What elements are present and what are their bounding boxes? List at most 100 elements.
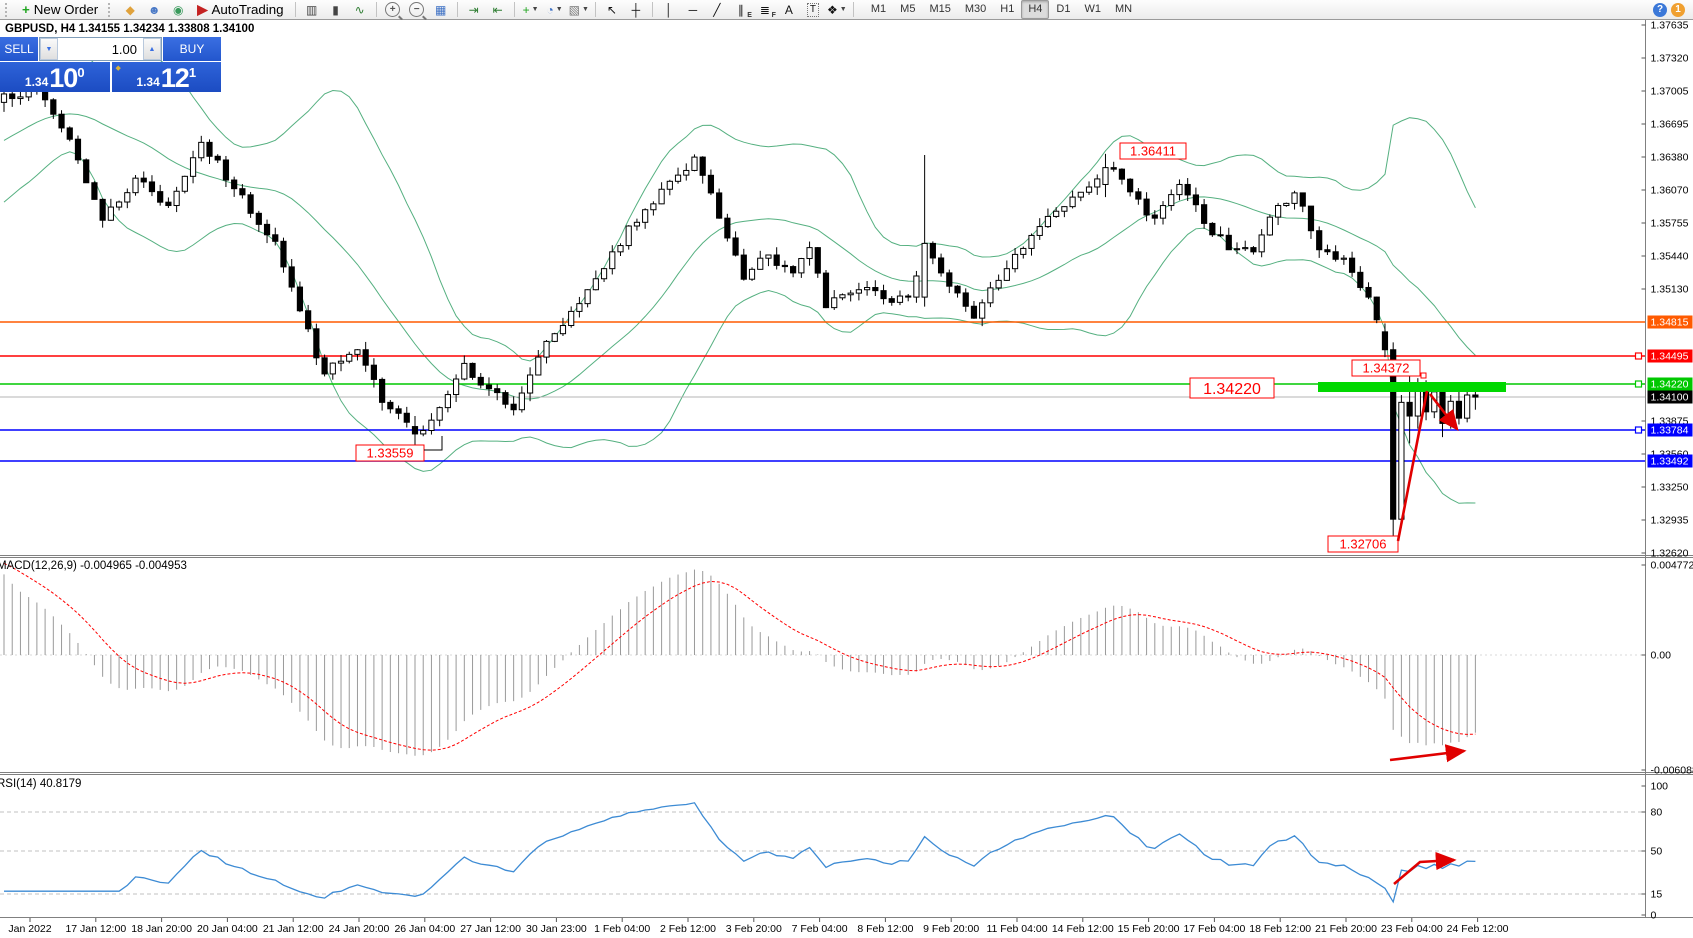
macd-tick-label: 0.004772 xyxy=(1651,560,1693,572)
trend-arrow xyxy=(1393,851,1457,885)
autotrading-button[interactable]: ▶ AutoTrading xyxy=(190,1,290,18)
time-tick-label: 7 Feb 04:00 xyxy=(792,923,848,935)
tile-windows-icon[interactable]: ▦ xyxy=(429,0,453,19)
timeframe-button-W1[interactable]: W1 xyxy=(1084,3,1101,15)
time-tick-label: 17 Feb 04:00 xyxy=(1183,923,1245,935)
templates-icon[interactable]: ▧ ▼ xyxy=(567,0,591,19)
annotation-label[interactable]: 1.34220 xyxy=(1189,377,1275,399)
equidistant-channel-icon[interactable]: ∥ E xyxy=(737,2,752,20)
auto-scroll-icon: ⇥ xyxy=(468,2,479,17)
trend-arrow xyxy=(1389,744,1467,763)
buy-price-display[interactable]: ◆ 1.34 12 1 xyxy=(111,62,221,92)
vertical-line-icon[interactable]: │ xyxy=(657,0,681,19)
line-chart-icon[interactable]: ∿ xyxy=(348,0,372,19)
price-tick-label: 1.37635 xyxy=(1651,20,1689,32)
timeframe-button-D1[interactable]: D1 xyxy=(1056,3,1071,15)
volume-increase-button[interactable]: ▲ xyxy=(143,38,161,60)
new-order-button-label: New Order xyxy=(33,2,99,17)
time-tick-label: 27 Jan 12:00 xyxy=(460,923,521,935)
price-tick-label: 1.35130 xyxy=(1651,284,1689,296)
horizontal-line-icon[interactable]: ─ xyxy=(681,0,705,19)
profiles-icon[interactable]: ☻ xyxy=(142,0,166,19)
new-chart-icon[interactable]: + ▼ xyxy=(519,0,543,19)
price-tick-label: 1.35440 xyxy=(1651,251,1689,263)
volume-value[interactable]: 1.00 xyxy=(111,41,137,57)
zoom-in-icon[interactable]: + xyxy=(381,0,405,19)
time-tick-label: 11 Feb 04:00 xyxy=(986,923,1047,935)
volume-decrease-button[interactable]: ▼ xyxy=(40,38,58,60)
time-axis[interactable]: Jan 2022 17 Jan 12:00 18 Jan 20:00 20 Jan 0… xyxy=(8,918,1509,935)
timeframe-button-H1[interactable]: H1 xyxy=(1000,3,1015,15)
alerts-icon[interactable]: ◉ xyxy=(166,0,190,19)
timeframe-button-MN[interactable]: MN xyxy=(1114,3,1133,15)
alerts-icon: ◉ xyxy=(172,2,184,17)
toolbar-separator xyxy=(294,2,296,17)
buy-price-base: 1.34 xyxy=(136,75,160,89)
timeframe-button-M5[interactable]: M5 xyxy=(900,3,916,15)
bollinger-middle-band xyxy=(3,113,1476,400)
annotations: 1.36411 1.34372 1.34220 1.33559 1.32706 xyxy=(355,142,1427,553)
rsi-pane[interactable] xyxy=(0,775,1645,916)
macd-indicator-label: MACD(12,26,9) -0.004965 -0.004953 xyxy=(0,560,187,572)
level-price-label: 1.34220 xyxy=(1651,379,1689,391)
price-tick-label: 1.32620 xyxy=(1651,548,1689,560)
auto-scroll-icon[interactable]: ⇥ xyxy=(462,0,486,19)
toolbar-separator xyxy=(375,2,377,17)
buy-button[interactable]: BUY xyxy=(163,37,221,61)
sell-price-display[interactable]: 1.34 10 0 xyxy=(0,62,110,92)
styles-icon[interactable]: ◆ xyxy=(118,0,142,19)
rsi-line xyxy=(4,802,1476,904)
time-tick-label: 18 Feb 12:00 xyxy=(1249,923,1311,935)
notifications-icon[interactable]: 1 xyxy=(1671,2,1685,17)
sell-button[interactable]: SELL xyxy=(0,37,38,61)
timeframe-button-M1[interactable]: M1 xyxy=(870,3,887,15)
annotation-label[interactable]: 1.34372 xyxy=(1351,359,1427,379)
cursor-icon[interactable]: ↖ xyxy=(600,0,624,19)
main-chart-pane[interactable] xyxy=(0,20,1645,556)
macd-pane[interactable] xyxy=(0,558,1645,772)
candlestick-chart-icon: ▮ xyxy=(332,2,339,17)
text-icon[interactable]: A xyxy=(777,0,801,19)
zoom-out-icon[interactable]: − xyxy=(405,0,429,19)
toolbar-separator xyxy=(651,2,653,17)
chart-periods-icon[interactable]: ◔ ▼ xyxy=(543,0,567,19)
price-tick-label: 1.32935 xyxy=(1651,515,1689,527)
candlestick-chart-icon[interactable]: ▮ xyxy=(324,0,348,19)
timeframe-button-H4[interactable]: H4 xyxy=(1021,0,1050,19)
arrows-icon[interactable]: ❖ ▼ xyxy=(825,0,849,19)
price-tick-label: 1.36070 xyxy=(1651,185,1689,197)
bar-chart-icon[interactable]: ▥ xyxy=(300,0,324,19)
time-tick-label: 23 Feb 04:00 xyxy=(1381,923,1443,935)
text-label-icon[interactable]: T xyxy=(801,0,825,19)
time-tick-label: 8 Feb 12:00 xyxy=(857,923,913,935)
price-tick-label: 1.33250 xyxy=(1651,482,1689,494)
level-price-label: 1.34815 xyxy=(1651,317,1689,329)
svg-text:1.34220: 1.34220 xyxy=(1203,381,1261,398)
level-price-label: 1.33784 xyxy=(1651,425,1689,437)
arrows-icon: ❖ xyxy=(827,2,838,17)
text-label-icon: T xyxy=(806,2,819,17)
annotation-label[interactable]: 1.32706 xyxy=(1327,535,1399,553)
help-search-icon[interactable]: ? xyxy=(1653,2,1667,17)
trendline-icon[interactable]: ╱ xyxy=(705,0,729,19)
volume-spinner[interactable]: ▼ 1.00 ▲ xyxy=(39,37,162,61)
chart-periods-icon: ◔ xyxy=(546,2,554,17)
timeframe-button-M15[interactable]: M15 xyxy=(929,3,951,15)
support-zone-rect[interactable] xyxy=(1318,382,1506,392)
time-tick-label: 21 Feb 20:00 xyxy=(1315,923,1377,935)
time-tick-label: 24 Jan 20:00 xyxy=(329,923,390,935)
crosshair-icon: ┼ xyxy=(631,2,641,17)
rsi-indicator-label: RSI(14) 40.8179 xyxy=(0,778,82,790)
annotation-label[interactable]: 1.36411 xyxy=(1119,142,1187,160)
timeframe-button-M30[interactable]: M30 xyxy=(964,3,987,15)
fibonacci-icon[interactable]: ≣ F xyxy=(759,2,776,20)
annotation-label[interactable]: 1.33559 xyxy=(355,436,443,462)
chart-shift-icon[interactable]: ⇤ xyxy=(486,0,510,19)
price-axis[interactable]: 1.37635 1.37320 1.37005 1.36695 1.36380 1.360… xyxy=(1634,20,1693,922)
new-order-button[interactable]: + New Order xyxy=(15,1,105,18)
current-price-label: 1.34100 xyxy=(1651,392,1689,404)
crosshair-icon[interactable]: ┼ xyxy=(624,0,648,19)
toolbar-separator xyxy=(594,2,596,17)
bar-chart-icon: ▥ xyxy=(305,2,318,17)
